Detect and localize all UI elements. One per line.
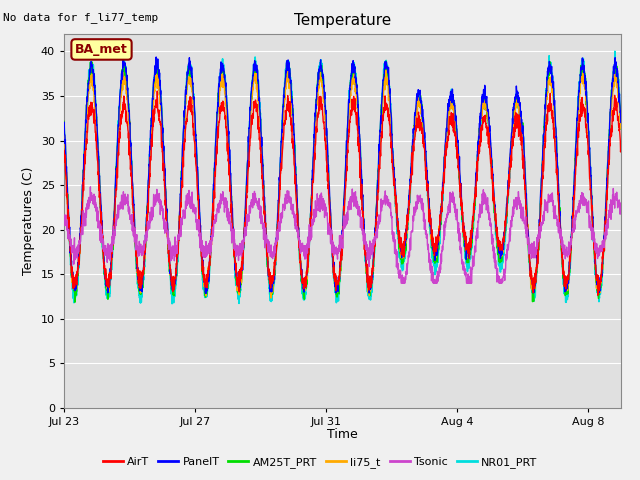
Y-axis label: Temperatures (C): Temperatures (C) bbox=[22, 167, 35, 275]
PanelT bbox=[367, 284, 374, 290]
NR01_PRT bbox=[104, 294, 111, 300]
Line: AirT: AirT bbox=[64, 91, 621, 295]
AM25T_PRT bbox=[499, 249, 507, 255]
li75_t bbox=[284, 66, 291, 72]
AirT bbox=[617, 145, 625, 151]
AirT bbox=[180, 147, 188, 153]
Tsonic bbox=[617, 208, 625, 214]
NR01_PRT bbox=[180, 113, 188, 119]
Line: Tsonic: Tsonic bbox=[64, 187, 621, 283]
AirT bbox=[104, 276, 111, 282]
li75_t bbox=[173, 257, 180, 263]
li75_t bbox=[367, 288, 374, 294]
NR01_PRT bbox=[173, 267, 181, 273]
Tsonic bbox=[60, 212, 68, 218]
Tsonic bbox=[180, 208, 188, 214]
Title: Temperature: Temperature bbox=[294, 13, 391, 28]
AM25T_PRT bbox=[617, 126, 625, 132]
X-axis label: Time: Time bbox=[327, 429, 358, 442]
PanelT bbox=[595, 291, 602, 297]
AM25T_PRT bbox=[180, 113, 188, 119]
AirT bbox=[594, 292, 602, 298]
NR01_PRT bbox=[168, 301, 176, 307]
AM25T_PRT bbox=[104, 296, 112, 302]
PanelT bbox=[228, 197, 236, 203]
AirT bbox=[499, 236, 507, 242]
PanelT bbox=[499, 244, 507, 250]
AM25T_PRT bbox=[71, 300, 79, 305]
NR01_PRT bbox=[228, 205, 236, 211]
NR01_PRT bbox=[367, 289, 374, 295]
AM25T_PRT bbox=[252, 59, 259, 64]
Tsonic bbox=[228, 224, 236, 229]
li75_t bbox=[268, 295, 275, 301]
NR01_PRT bbox=[60, 116, 68, 122]
AirT bbox=[60, 147, 68, 153]
AirT bbox=[367, 274, 374, 279]
Line: li75_t: li75_t bbox=[64, 69, 621, 298]
li75_t bbox=[104, 279, 111, 285]
Tsonic bbox=[86, 184, 94, 190]
Line: PanelT: PanelT bbox=[64, 57, 621, 294]
li75_t bbox=[227, 192, 235, 197]
Tsonic bbox=[499, 274, 507, 280]
NR01_PRT bbox=[499, 257, 507, 263]
Text: BA_met: BA_met bbox=[75, 43, 128, 56]
AM25T_PRT bbox=[228, 193, 236, 199]
Line: AM25T_PRT: AM25T_PRT bbox=[64, 61, 621, 302]
AirT bbox=[173, 254, 181, 260]
AM25T_PRT bbox=[367, 286, 374, 291]
Tsonic bbox=[173, 250, 181, 255]
AM25T_PRT bbox=[173, 260, 181, 265]
PanelT bbox=[104, 290, 111, 296]
AirT bbox=[154, 88, 161, 94]
li75_t bbox=[617, 126, 625, 132]
li75_t bbox=[180, 124, 188, 130]
Legend: AirT, PanelT, AM25T_PRT, li75_t, Tsonic, NR01_PRT: AirT, PanelT, AM25T_PRT, li75_t, Tsonic,… bbox=[98, 452, 542, 472]
Line: NR01_PRT: NR01_PRT bbox=[64, 51, 621, 304]
PanelT bbox=[152, 54, 160, 60]
Text: No data for f_li77_temp: No data for f_li77_temp bbox=[3, 12, 159, 23]
PanelT bbox=[60, 120, 68, 126]
PanelT bbox=[173, 250, 181, 256]
li75_t bbox=[499, 249, 507, 255]
Tsonic bbox=[104, 241, 112, 247]
AM25T_PRT bbox=[60, 119, 68, 124]
NR01_PRT bbox=[617, 120, 625, 126]
Tsonic bbox=[397, 280, 405, 286]
Tsonic bbox=[367, 252, 374, 258]
PanelT bbox=[180, 114, 188, 120]
NR01_PRT bbox=[611, 48, 619, 54]
PanelT bbox=[617, 120, 625, 125]
li75_t bbox=[60, 136, 68, 142]
AirT bbox=[228, 201, 236, 207]
